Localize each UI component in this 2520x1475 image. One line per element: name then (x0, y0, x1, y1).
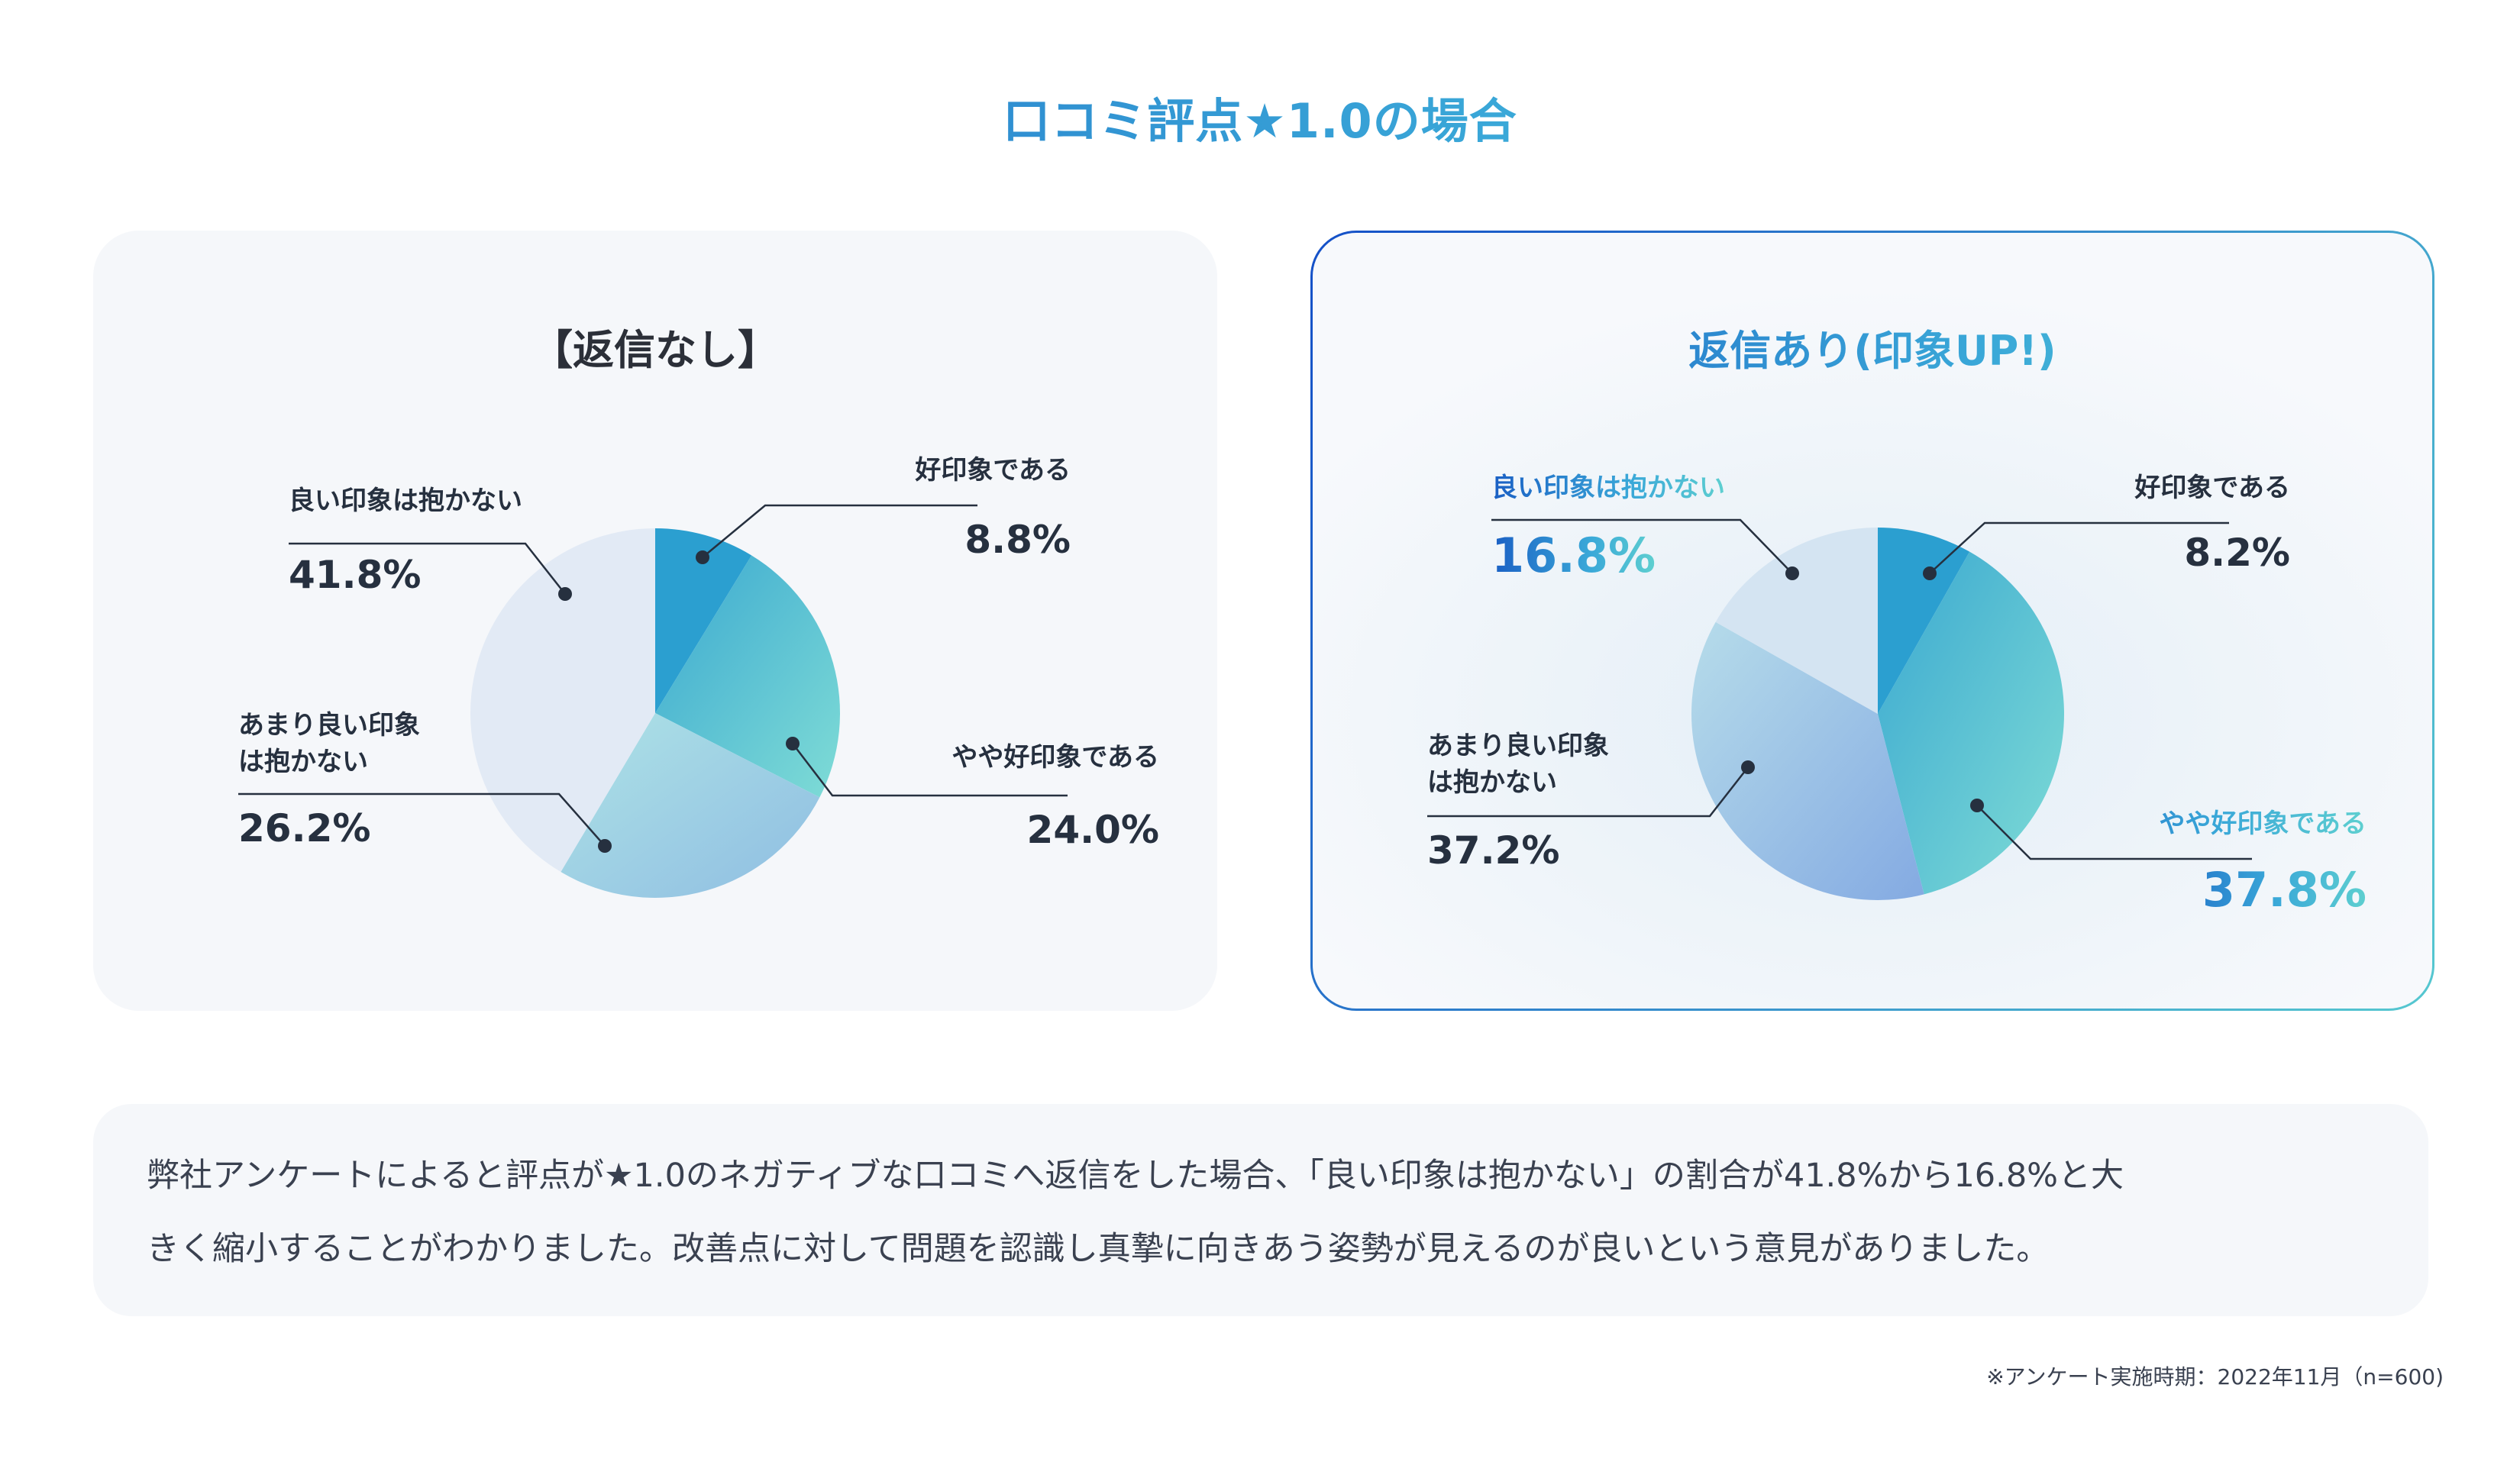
value-somewhat-good: 24.0% (1026, 808, 1159, 852)
summary-line-2: きく縮小することがわかりました。改善点に対して問題を認識し真摯に向きあう姿勢が見… (147, 1230, 2050, 1268)
pie-chart-with-reply (1427, 518, 2252, 900)
leader-dot-not-good (1785, 566, 1799, 580)
label-good: 好印象である (2134, 473, 2290, 503)
pie-slice-not-very-good (1691, 621, 1924, 900)
chart-panel-with-reply: 返信あり(印象UP!) 好印象である 8.2% やや好印象である 37.8% 良… (1310, 231, 2434, 1011)
pie-slice-not-good (1715, 528, 1878, 714)
label-not-very-good: あまり良い印象 は抱かない (238, 710, 420, 777)
value-not-good: 16.8% (1491, 528, 1656, 583)
label-good: 好印象である (915, 455, 1071, 486)
label-not-very-good: あまり良い印象 は抱かない (1427, 731, 1609, 798)
value-somewhat-good: 37.8% (2137, 862, 2367, 918)
leader-line-somewhat-good (1976, 805, 2252, 860)
leader-dot-somewhat-good (1970, 799, 1984, 812)
label-somewhat-good: やや好印象である (2000, 805, 2367, 842)
leader-dot-somewhat-good (786, 737, 800, 750)
leader-line-not-good (1491, 518, 1793, 574)
leader-line-not-very-good (238, 792, 606, 847)
value-good: 8.2% (2184, 531, 2290, 575)
label-not-good: 良い印象は抱かない (1491, 470, 1725, 506)
leader-dot-not-very-good (598, 839, 612, 853)
label-not-good: 良い印象は抱かない (289, 486, 522, 516)
leader-dot-not-very-good (1741, 760, 1755, 774)
leader-line-not-good (289, 542, 566, 595)
leader-dot-not-good (558, 587, 572, 601)
pie-slice-somewhat-good (1878, 551, 2064, 895)
value-good: 8.8% (964, 518, 1071, 562)
chart-panel-no-reply: 【返信なし】 好印象である 8.8% やや好印象である 24.0% 良い印象は抱… (93, 231, 1217, 1011)
pie-slice-not-very-good (561, 713, 820, 898)
leader-line-somewhat-good (792, 743, 1068, 797)
value-not-very-good: 37.2% (1427, 828, 1560, 873)
pie-slice-not-good (470, 528, 655, 873)
leader-dot-good (1923, 566, 1937, 580)
label-somewhat-good: やや好印象である (951, 742, 1159, 773)
page-title: 口コミ評点★1.0の場合 (0, 82, 2520, 151)
value-not-good: 41.8% (289, 553, 422, 597)
chart-title-no-reply: 【返信なし】 (531, 326, 779, 374)
pie-chart-no-reply (238, 504, 1068, 898)
leader-dot-good (696, 550, 709, 564)
summary-box: 弊社アンケートによると評点が★1.0のネガティブな口コミへ返信をした場合、「良い… (93, 1104, 2428, 1316)
pie-slice-good (655, 528, 752, 713)
leader-line-good (1929, 521, 2229, 574)
leader-line-not-very-good (1427, 767, 1749, 818)
value-not-very-good: 26.2% (238, 806, 371, 850)
summary-line-1: 弊社アンケートによると評点が★1.0のネガティブな口コミへ返信をした場合、「良い… (147, 1157, 2124, 1195)
chart-title-with-reply: 返信あり(印象UP!) (1313, 317, 2432, 377)
pie-slice-good (1878, 528, 1970, 714)
survey-footnote: ※アンケート実施時期：2022年11月（n=600) (1986, 1364, 2444, 1389)
leader-line-good (702, 504, 977, 558)
